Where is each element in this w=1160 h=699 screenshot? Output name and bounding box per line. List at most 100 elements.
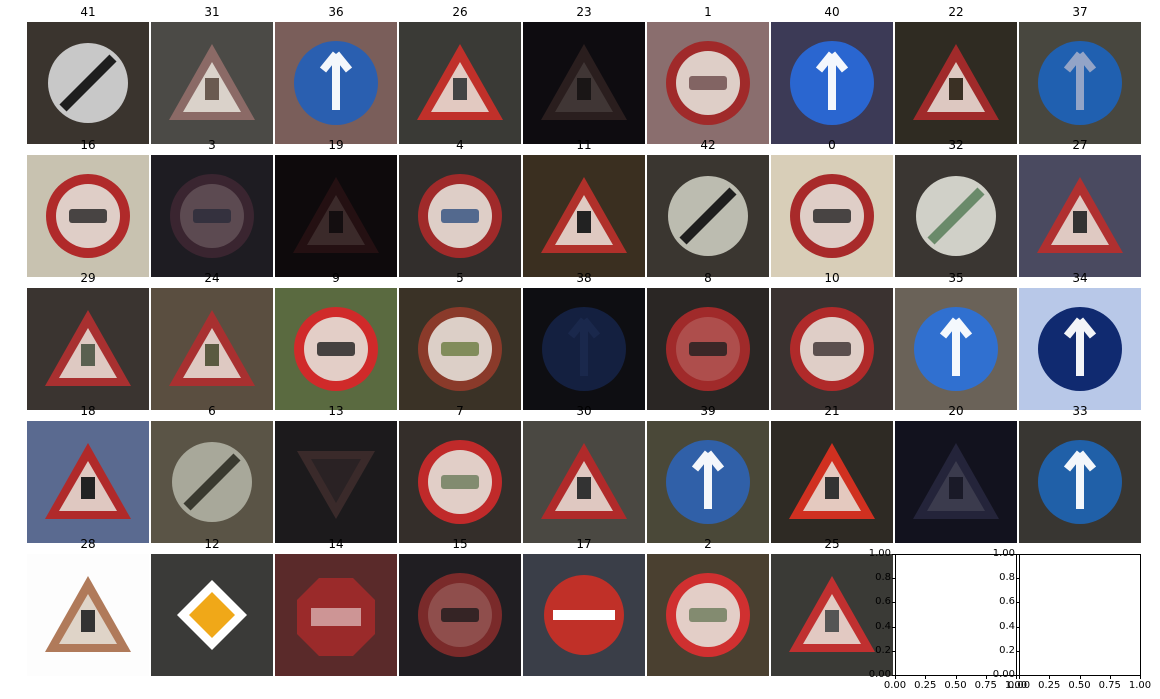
y-tick-mark [892, 675, 895, 676]
class-id-label: 24 [204, 271, 220, 285]
class-id-label: 14 [328, 537, 344, 551]
sample-tile: 3 [151, 138, 273, 277]
sign-thumbnail [523, 421, 645, 543]
sign-thumbnail [275, 155, 397, 277]
sign-thumbnail [275, 288, 397, 410]
sample-tile: 0 [771, 138, 893, 277]
x-tick-mark [1109, 676, 1111, 679]
sample-tile: 15 [399, 537, 521, 676]
sample-tile: 8 [647, 271, 769, 410]
x-tick-mark [895, 676, 896, 679]
x-tick-mark [1049, 676, 1051, 679]
class-id-label: 19 [328, 138, 344, 152]
class-id-label: 41 [80, 5, 96, 19]
sample-tile: 7 [399, 404, 521, 543]
sample-tile: 41 [27, 5, 149, 144]
y-tick-mark [1016, 675, 1019, 676]
sign-thumbnail [523, 554, 645, 676]
sample-tile: 29 [27, 271, 149, 410]
y-tick-label: 0.2 [875, 644, 891, 656]
x-tick-label: 0.50 [1068, 680, 1091, 691]
class-id-label: 15 [452, 537, 468, 551]
class-id-label: 28 [80, 537, 96, 551]
sample-tile: 12 [151, 537, 273, 676]
class-id-label: 11 [576, 138, 592, 152]
sign-thumbnail [151, 421, 273, 543]
sample-tile: 2 [647, 537, 769, 676]
class-id-label: 35 [948, 271, 964, 285]
class-id-label: 6 [208, 404, 216, 418]
sign-thumbnail [399, 155, 521, 277]
sign-thumbnail [647, 155, 769, 277]
sign-thumbnail [27, 155, 149, 277]
sample-tile: 38 [523, 271, 645, 410]
x-tick-mark [955, 676, 957, 679]
sign-thumbnail [771, 554, 893, 676]
sign-image [27, 421, 149, 543]
sign-thumbnail [647, 554, 769, 676]
sign-image [647, 421, 769, 543]
y-tick-mark [1016, 602, 1019, 604]
sign-thumbnail [771, 421, 893, 543]
class-id-label: 38 [576, 271, 592, 285]
class-id-label: 9 [332, 271, 340, 285]
class-id-label: 30 [576, 404, 592, 418]
sample-tile: 37 [1019, 5, 1141, 144]
sign-image [895, 155, 1017, 277]
sign-thumbnail [523, 22, 645, 144]
class-id-label: 33 [1072, 404, 1088, 418]
x-tick-label: 0.00 [1007, 680, 1031, 691]
sample-tile: 36 [275, 5, 397, 144]
sign-image [771, 421, 893, 543]
class-id-label: 2 [704, 537, 712, 551]
class-id-label: 7 [456, 404, 464, 418]
class-id-label: 37 [1072, 5, 1088, 19]
empty-axes [1019, 554, 1141, 676]
class-id-label: 27 [1072, 138, 1088, 152]
sign-image [275, 554, 397, 676]
x-tick-mark [1019, 676, 1020, 679]
sign-image [27, 22, 149, 144]
sign-image [151, 155, 273, 277]
sign-thumbnail [771, 155, 893, 277]
sign-thumbnail [771, 22, 893, 144]
sign-image [1019, 22, 1141, 144]
class-id-label: 3 [208, 138, 216, 152]
sign-thumbnail [1019, 421, 1141, 543]
sign-thumbnail [399, 22, 521, 144]
sign-thumbnail [1019, 155, 1141, 277]
class-id-label: 25 [824, 537, 840, 551]
y-tick-mark [892, 602, 895, 604]
y-tick-mark [1016, 626, 1019, 628]
sample-tile: 6 [151, 404, 273, 543]
x-tick-label: 0.50 [944, 680, 967, 691]
sample-tile: 5 [399, 271, 521, 410]
class-id-label: 12 [204, 537, 220, 551]
sample-tile: 21 [771, 404, 893, 543]
sign-image [399, 22, 521, 144]
sample-tile: 16 [27, 138, 149, 277]
y-tick-mark [892, 554, 895, 555]
sign-thumbnail [275, 22, 397, 144]
sign-image [151, 421, 273, 543]
x-tick-label: 1.00 [1004, 680, 1028, 691]
sample-tile: 40 [771, 5, 893, 144]
y-tick-label: 0.4 [875, 620, 891, 632]
class-id-label: 8 [704, 271, 712, 285]
sample-tile: 11 [523, 138, 645, 277]
sign-image [27, 288, 149, 410]
sign-thumbnail [27, 421, 149, 543]
sample-tile: 32 [895, 138, 1017, 277]
sign-image [771, 288, 893, 410]
sign-image [895, 22, 1017, 144]
sign-image [399, 421, 521, 543]
sign-image [275, 22, 397, 144]
class-id-label: 32 [948, 138, 964, 152]
sign-thumbnail [895, 421, 1017, 543]
sample-tile: 26 [399, 5, 521, 144]
sign-thumbnail [523, 155, 645, 277]
sign-image [895, 288, 1017, 410]
sample-tile: 42 [647, 138, 769, 277]
x-tick-label: 0.00 [883, 680, 907, 691]
class-id-label: 1 [704, 5, 712, 19]
